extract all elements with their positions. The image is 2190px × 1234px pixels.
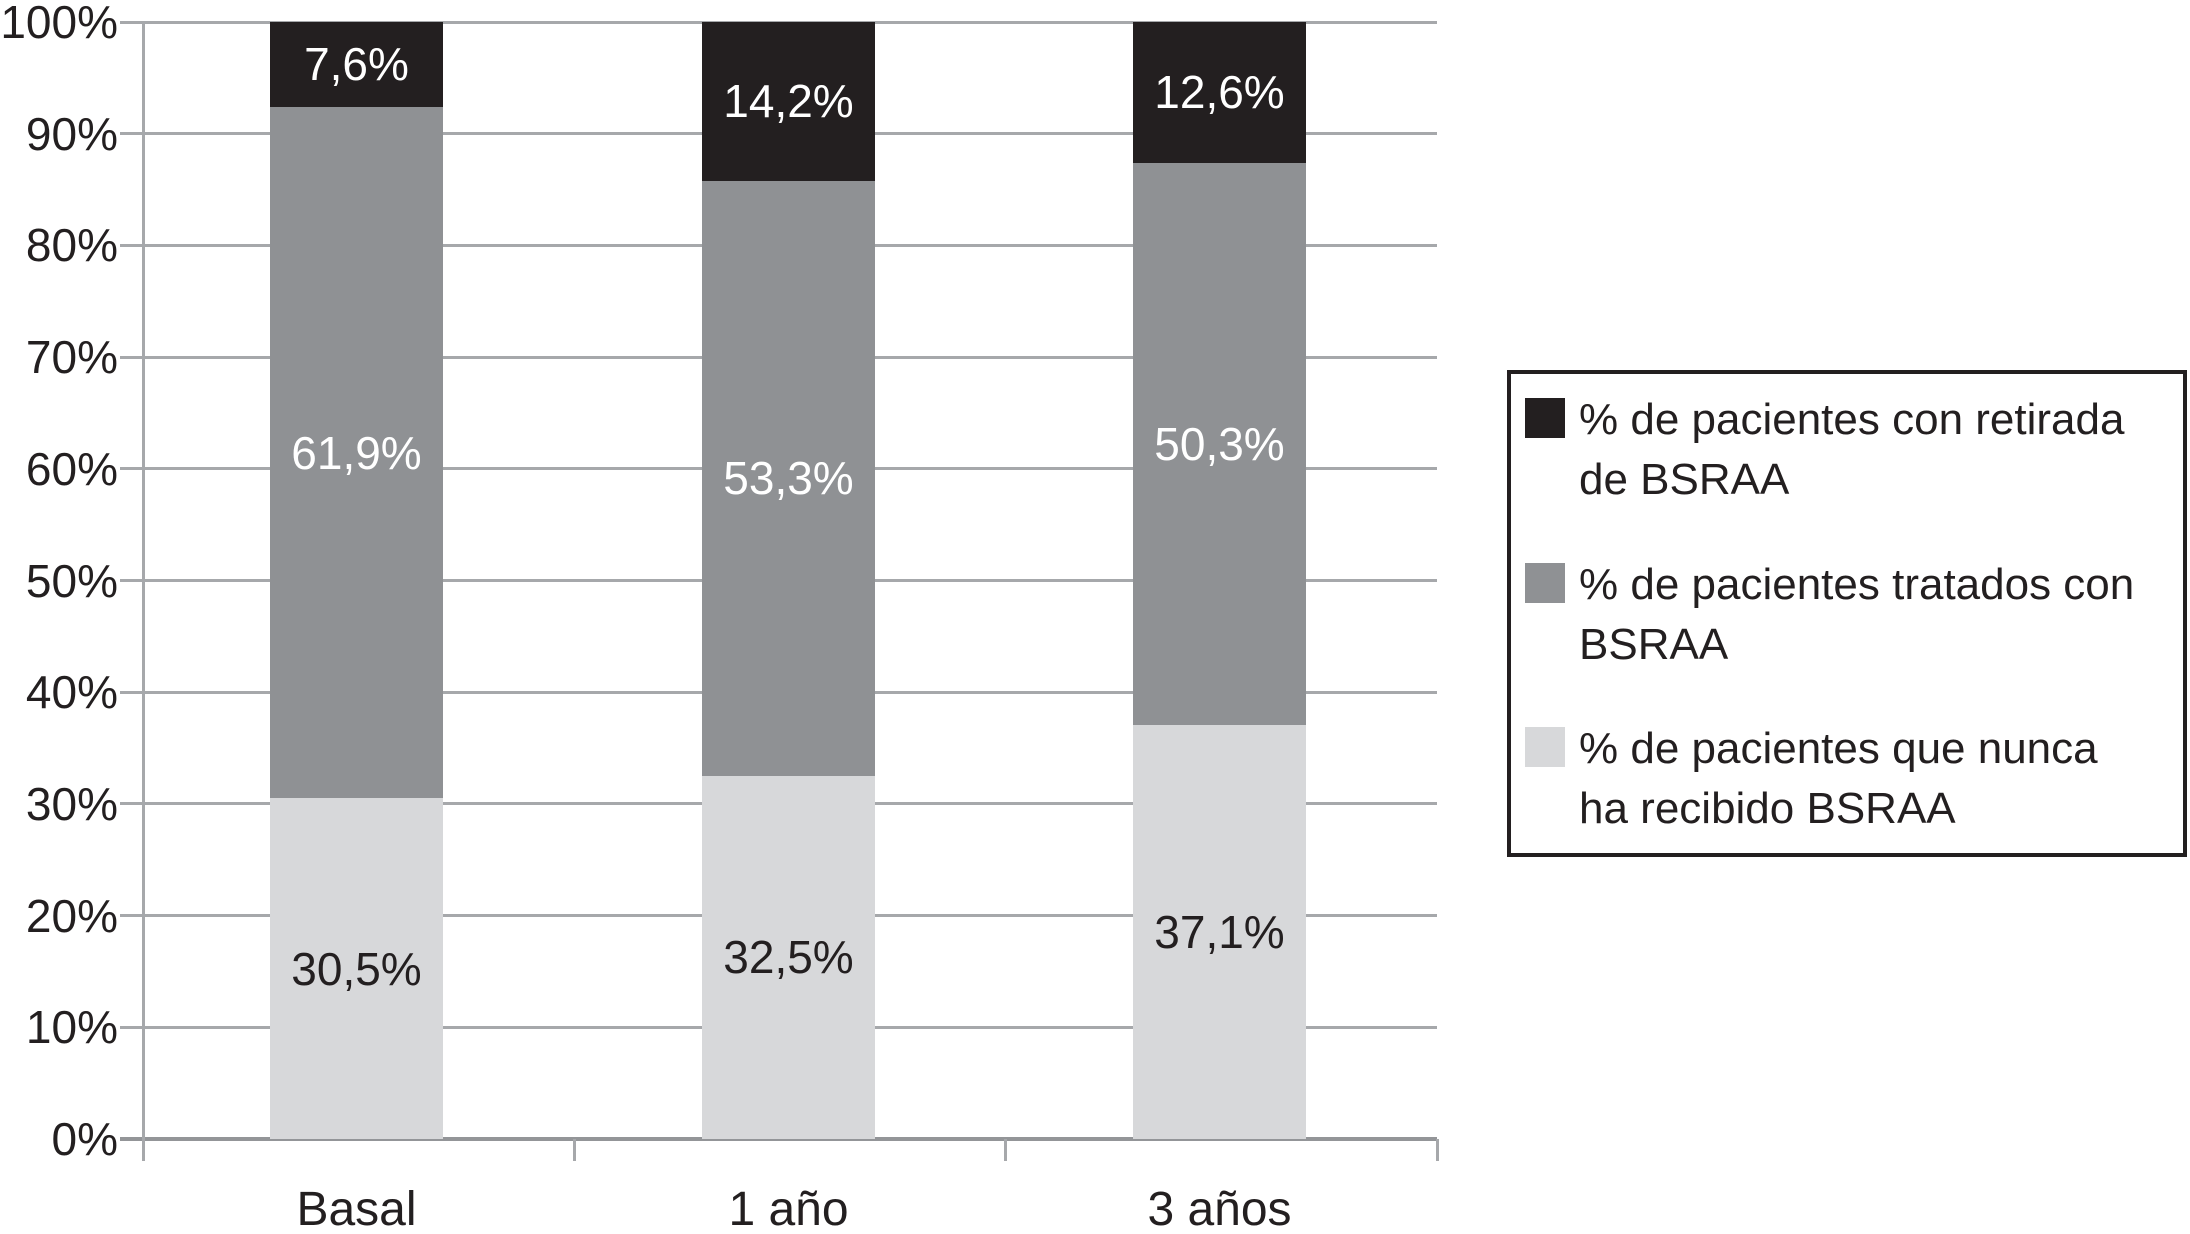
bar-segment [270, 798, 443, 1139]
y-tick-label: 90% [25, 107, 118, 160]
bar-segment-label: 12,6% [1154, 66, 1285, 119]
y-axis-line [141, 22, 145, 1159]
x-axis-tick [1435, 1139, 1439, 1161]
bar-segment-label: 37,1% [1154, 905, 1285, 958]
bar-segment-label: 53,3% [723, 452, 854, 505]
y-tick-label: 10% [25, 1001, 118, 1054]
bar-segment [270, 22, 443, 107]
legend-box: % de pacientes con retirada de BSRAA % de… [1507, 370, 2187, 857]
legend-label: % de pacientes con retirada de BSRAA [1579, 395, 2125, 504]
y-tick-label: 0% [51, 1113, 118, 1165]
y-tick-label: 100% [0, 0, 118, 48]
y-tick-label: 60% [25, 442, 118, 495]
bar-segment-label: 32,5% [723, 931, 854, 984]
bar-segment [702, 22, 875, 181]
x-axis-tick [141, 1139, 145, 1161]
legend-item: % de pacientes que nunca ha recibido BSR… [1525, 719, 2169, 839]
legend-label: % de pacientes que nunca ha recibido BSR… [1579, 724, 2098, 833]
y-tick-label: 40% [25, 666, 118, 719]
x-axis-tick [572, 1139, 576, 1161]
bar-segment-label: 30,5% [291, 942, 422, 995]
x-axis-tick [1004, 1139, 1008, 1161]
legend-item: % de pacientes con retirada de BSRAA [1525, 390, 2169, 510]
bar-segment [1133, 724, 1306, 1139]
legend-swatch [1525, 398, 1565, 438]
y-tick-label: 50% [25, 554, 118, 607]
x-category-label: 3 años [1147, 1183, 1292, 1234]
bar-segment [1133, 162, 1306, 725]
y-tick-label: 30% [25, 777, 118, 830]
bar-segment [270, 106, 443, 799]
bar-segment-label: 7,6% [304, 38, 409, 91]
bar-segment [702, 180, 875, 776]
bar-segment-label: 50,3% [1154, 417, 1285, 470]
x-category-label: Basal [296, 1183, 417, 1234]
bar-segment [1133, 22, 1306, 163]
x-category-label: 1 año [728, 1183, 849, 1234]
bar-segment [702, 775, 875, 1139]
bar-segment-label: 14,2% [723, 75, 854, 128]
legend-item: % de pacientes tratados con BSRAA [1525, 555, 2169, 675]
y-tick-label: 80% [25, 219, 118, 272]
legend-swatch [1525, 727, 1565, 767]
legend-label: % de pacientes tratados con BSRAA [1579, 559, 2135, 669]
legend-swatch [1525, 562, 1565, 603]
y-tick-label: 70% [25, 331, 118, 384]
bar-segment-label: 61,9% [291, 426, 422, 479]
x-axis-line [120, 1137, 1437, 1141]
y-tick-label: 20% [25, 889, 118, 942]
